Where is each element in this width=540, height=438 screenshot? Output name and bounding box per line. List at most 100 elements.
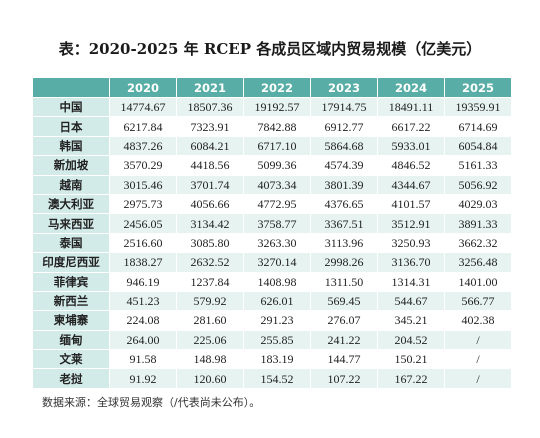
value-cell: 148.98 [176,349,244,370]
value-cell: 4376.65 [310,193,378,215]
value-cell: 6617.22 [377,116,445,137]
value-cell: 5099.36 [243,155,311,176]
value-cell: 6217.84 [109,116,177,137]
value-cell: 4101.57 [377,193,445,215]
value-cell: 4837.26 [109,135,177,157]
value-cell: 276.07 [310,310,378,331]
value-cell: 91.92 [109,368,177,389]
column-header: 2024 [377,77,445,98]
value-cell: 579.92 [176,290,244,312]
table-row: 新西兰 451.23 579.92 626.01 569.45 544.67 566.77 [32,290,512,312]
row-label: 泰国 [32,232,110,254]
table-row: 柬埔寨 224.08 281.60 291.23 276.07 345.21 402.38 [32,310,512,331]
value-cell: 3134.42 [176,213,244,234]
value-cell: 3512.91 [377,213,445,234]
value-cell: 3085.80 [176,232,244,254]
value-cell: 5161.33 [444,155,512,176]
value-cell: / [444,368,512,389]
data-table: 2020 2021 2022 2023 2024 2025 中国 14774.67 18507… [32,77,512,389]
row-label: 澳大利亚 [32,193,110,215]
value-cell: / [444,349,512,370]
column-header: 2025 [444,77,512,98]
value-cell: 204.52 [377,329,445,351]
value-cell: 4574.39 [310,155,378,176]
table-row: 缅甸 264.00 225.06 255.85 241.22 204.52/ [32,329,512,351]
value-cell: 154.52 [243,368,311,389]
table-row: 日本 6217.84 7323.91 7842.88 6912.77 6617.22 671… [32,116,512,137]
value-cell: 1838.27 [109,252,177,273]
value-cell: 3801.39 [310,174,378,195]
value-cell: 4772.95 [243,193,311,215]
value-cell: 4029.03 [444,193,512,215]
value-cell: 544.67 [377,290,445,312]
value-cell: 5933.01 [377,135,445,157]
row-label: 印度尼西亚 [32,252,110,273]
row-label: 越南 [32,174,110,195]
table-row: 韩国 4837.26 6084.21 6717.10 5864.68 5933.01 605… [32,135,512,157]
row-label: 新加坡 [32,155,110,176]
value-cell: 183.19 [243,349,311,370]
value-cell: 3662.32 [444,232,512,254]
value-cell: 14774.67 [109,96,177,118]
value-cell: 5056.92 [444,174,512,195]
table-row: 马来西亚 2456.05 3134.42 3758.77 3367.51 3512.91 3… [32,213,512,234]
value-cell: 566.77 [444,290,512,312]
value-cell: 3136.70 [377,252,445,273]
value-cell: 225.06 [176,329,244,351]
value-cell: 144.77 [310,349,378,370]
value-cell: 3891.33 [444,213,512,234]
value-cell: 4344.67 [377,174,445,195]
header-row: 2020 2021 2022 2023 2024 2025 [32,77,512,98]
value-cell: 2632.52 [176,252,244,273]
value-cell: 5864.68 [310,135,378,157]
value-cell: 3250.93 [377,232,445,254]
table-title: 表：2020-2025 年 RCEP 各成员区域内贸易规模（亿美元） [58,40,482,58]
row-label: 中国 [32,96,110,118]
column-header: 2021 [176,77,244,98]
value-cell: 18491.11 [377,96,445,118]
value-cell: 402.38 [444,310,512,331]
value-cell: 6912.77 [310,116,378,137]
value-cell: 6717.10 [243,135,311,157]
value-cell: 91.58 [109,349,177,370]
value-cell: 1401.00 [444,271,512,292]
value-cell: 1237.84 [176,271,244,292]
value-cell: 264.00 [109,329,177,351]
column-header: 2020 [109,77,177,98]
value-cell: 1314.31 [377,271,445,292]
value-cell: / [444,329,512,351]
value-cell: 3256.48 [444,252,512,273]
value-cell: 7323.91 [176,116,244,137]
table-row: 老挝 91.92 120.60 154.52 107.22 167.22/ [32,368,512,389]
value-cell: 3113.96 [310,232,378,254]
value-cell: 2975.73 [109,193,177,215]
column-header: 2023 [310,77,378,98]
table-row: 新加坡 3570.29 4418.56 5099.36 4574.39 4846.52 51… [32,155,512,176]
value-cell: 6714.69 [444,116,512,137]
value-cell: 451.23 [109,290,177,312]
corner-cell [32,77,110,98]
value-cell: 6054.84 [444,135,512,157]
row-label: 韩国 [32,135,110,157]
value-cell: 167.22 [377,368,445,389]
row-label: 日本 [32,116,110,137]
row-label: 柬埔寨 [32,310,110,331]
table-row: 澳大利亚 2975.73 4056.66 4772.95 4376.65 4101.57 4… [32,193,512,215]
value-cell: 3701.74 [176,174,244,195]
value-cell: 3015.46 [109,174,177,195]
row-label: 新西兰 [32,290,110,312]
value-cell: 3270.14 [243,252,311,273]
value-cell: 4073.34 [243,174,311,195]
value-cell: 1311.50 [310,271,378,292]
table-row: 泰国 2516.60 3085.80 3263.30 3113.96 3250.93 366… [32,232,512,254]
value-cell: 18507.36 [176,96,244,118]
value-cell: 2998.26 [310,252,378,273]
value-cell: 224.08 [109,310,177,331]
value-cell: 946.19 [109,271,177,292]
value-cell: 7842.88 [243,116,311,137]
value-cell: 3758.77 [243,213,311,234]
value-cell: 626.01 [243,290,311,312]
row-label: 马来西亚 [32,213,110,234]
value-cell: 281.60 [176,310,244,331]
